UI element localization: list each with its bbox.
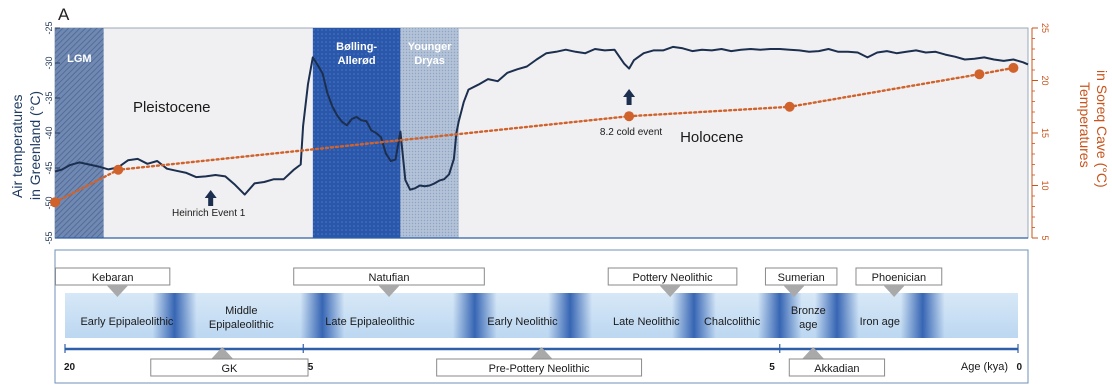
culture-label-top: Sumerian: [778, 272, 825, 284]
culture-label-bottom: Pre-Pottery Neolithic: [489, 363, 590, 375]
axis-tick-label: 0: [1016, 362, 1022, 373]
culture-pointer-bottom: [211, 347, 234, 359]
zone-label-line2: Dryas: [414, 55, 445, 67]
left-tick-label: -55: [44, 231, 54, 244]
culture-label-top: Phoenician: [872, 272, 926, 284]
zone-label-lgm: LGM: [67, 53, 91, 65]
zone-label-line1: Bølling-: [336, 41, 377, 53]
culture-box-bottom: [788, 358, 886, 377]
period-transition: [757, 293, 802, 338]
period-transition: [671, 293, 716, 338]
era-label-holocene: Holocene: [680, 129, 743, 146]
period-label: Late Epipaleolithic: [325, 316, 415, 328]
zone-band-2: [400, 28, 459, 238]
culture-pointer-top: [783, 285, 806, 297]
period-transition: [152, 293, 197, 338]
culture-pointer-top: [378, 285, 401, 297]
soreq-point: [974, 69, 985, 80]
left-tick-label: -50: [44, 196, 54, 209]
left-tick-label: -45: [44, 161, 54, 174]
left-tick-label: -35: [44, 91, 54, 104]
y-left-label-line2: in Greenland (°C): [27, 91, 43, 200]
left-tick-label: -30: [44, 56, 54, 69]
period-band: [65, 293, 1018, 338]
period-label: Middle: [225, 305, 257, 317]
period-transition: [900, 293, 945, 338]
culture-box-bottom: [150, 358, 309, 377]
soreq-point: [50, 197, 60, 208]
culture-label-top: Natufian: [369, 272, 410, 284]
period-transition: [548, 293, 593, 338]
right-axis: 25 20 15 10 5: [1031, 23, 1050, 241]
right-tick-label: 20: [1040, 75, 1050, 85]
culture-pointer-top: [883, 285, 906, 297]
period-transition: [814, 293, 859, 338]
greenland-line: [54, 45, 1029, 196]
culture-pointer-top: [106, 285, 129, 297]
panel-a-series: [50, 45, 1029, 208]
era-label-pleistocene: Pleistocene: [133, 99, 211, 116]
right-tick-label: 5: [1040, 235, 1050, 240]
zone-band-0: [55, 28, 104, 238]
period-label: Chalcolithic: [704, 316, 761, 328]
culture-label-top: Kebaran: [92, 272, 134, 284]
period-label: Late Neolithic: [613, 316, 680, 328]
culture-pointer-bottom: [530, 347, 553, 359]
y-right-label-line2: in Soreq Cave (°C): [1094, 70, 1110, 188]
panel-a-annotations: Pleistocene Holocene Heinrich Event 1 8.2 c…: [133, 89, 743, 219]
culture-box-bottom: [436, 358, 643, 377]
period-transition: [452, 293, 497, 338]
period-label: Iron age: [860, 316, 900, 328]
left-tick-label: -40: [44, 126, 54, 139]
zone-label-line1: Younger: [408, 41, 453, 53]
period-label: age: [799, 319, 817, 331]
heinrich-arrow-icon: [204, 190, 217, 206]
soreq-point: [784, 101, 795, 112]
zone-band-1: [312, 28, 401, 238]
event-label-heinrich: Heinrich Event 1: [172, 208, 246, 219]
soreq-line: [53, 66, 1015, 204]
y-right-label-line1: Temperatures: [1077, 82, 1093, 168]
left-tick-label: -25: [44, 21, 54, 34]
axis-tick-label: 20: [64, 362, 76, 373]
culture-label-bottom: GK: [221, 363, 238, 375]
period-label: Early Epipaleolithic: [80, 316, 173, 328]
panel-a-letter: A: [58, 5, 70, 24]
right-tick-label: 25: [1040, 23, 1050, 33]
right-tick-label: 15: [1040, 128, 1050, 138]
period-label: Bronze: [791, 305, 826, 317]
soreq-point: [1008, 62, 1019, 73]
right-tick-label: 10: [1040, 180, 1050, 190]
culture-pointer-bottom: [802, 347, 825, 359]
y-left-label-line1: Air temperatures: [9, 95, 25, 198]
axis-label: Age (kya): [961, 361, 1008, 373]
soreq-point: [624, 111, 635, 122]
culture-label-bottom: Akkadian: [814, 363, 859, 375]
culture-pointer-top: [659, 285, 682, 297]
cold-event-arrow-icon: [623, 89, 636, 105]
period-transition: [300, 293, 345, 338]
event-label-8-2: 8.2 cold event: [600, 127, 662, 138]
zone-label-line2: Allerød: [338, 55, 376, 67]
period-label: Early Neolithic: [487, 316, 558, 328]
panel-b-timeline: Early Epipaleolithic Middle Epipaleolithic…: [54, 267, 1022, 377]
soreq-point: [113, 164, 124, 175]
panel-a-frame: [54, 27, 1029, 239]
climate-zones: LGM Bølling- Allerød Younger Dryas: [55, 28, 459, 238]
period-label: Epipaleolithic: [209, 319, 274, 331]
axis-tick-label: 5: [769, 362, 775, 373]
culture-label-top: Pottery Neolithic: [632, 272, 713, 284]
